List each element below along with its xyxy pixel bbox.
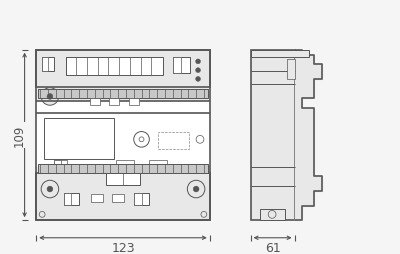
Circle shape — [134, 132, 149, 148]
Text: 109: 109 — [12, 124, 25, 147]
Bar — [42, 58, 48, 72]
Circle shape — [41, 88, 59, 106]
Bar — [90, 99, 100, 106]
Circle shape — [47, 186, 53, 192]
Bar — [260, 209, 285, 220]
Bar — [109, 99, 119, 106]
Bar — [66, 58, 163, 76]
Bar — [91, 194, 102, 202]
Bar — [134, 193, 142, 205]
Bar — [54, 160, 68, 167]
Bar — [106, 174, 140, 185]
Circle shape — [193, 186, 199, 192]
Text: 123: 123 — [111, 241, 135, 254]
Bar — [36, 102, 210, 167]
Bar — [36, 51, 210, 87]
Circle shape — [196, 136, 204, 144]
Polygon shape — [294, 51, 322, 220]
Bar — [173, 58, 182, 74]
Circle shape — [196, 77, 200, 82]
Bar — [116, 160, 134, 167]
Bar — [64, 193, 79, 205]
Circle shape — [47, 94, 53, 100]
Bar — [287, 60, 294, 80]
Bar — [36, 174, 210, 220]
Bar — [64, 193, 71, 205]
Circle shape — [196, 68, 200, 73]
Bar — [36, 51, 210, 220]
Circle shape — [139, 137, 144, 142]
Bar — [129, 99, 139, 106]
Bar — [44, 118, 114, 159]
Bar — [149, 160, 167, 167]
Bar — [173, 58, 190, 74]
Bar — [251, 51, 294, 220]
Text: 61: 61 — [265, 241, 280, 254]
Bar — [112, 194, 124, 202]
Bar — [38, 89, 208, 99]
Bar — [134, 193, 149, 205]
Circle shape — [187, 181, 205, 198]
Bar — [54, 160, 61, 167]
Bar — [36, 51, 210, 220]
Bar — [251, 51, 309, 58]
Circle shape — [41, 181, 59, 198]
Circle shape — [196, 60, 200, 65]
Bar — [158, 132, 189, 150]
Bar — [42, 58, 54, 72]
Bar — [38, 164, 208, 174]
